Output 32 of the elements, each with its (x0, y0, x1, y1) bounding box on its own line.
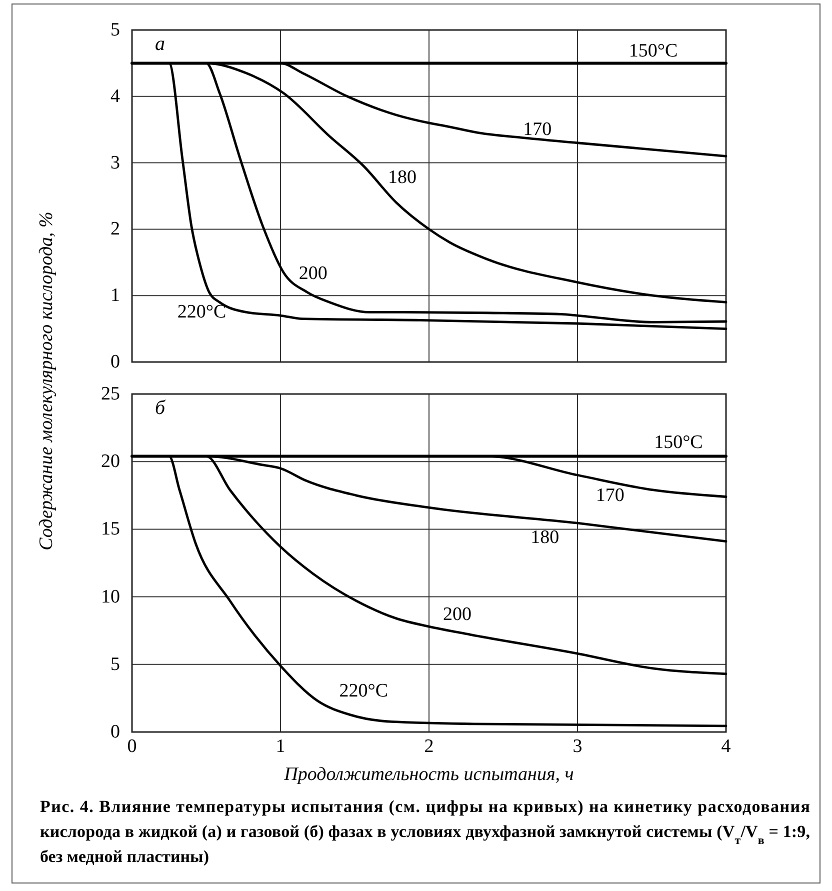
annotation: а (155, 33, 165, 55)
annotation: б (154, 397, 166, 419)
series-label: 200 (442, 604, 472, 625)
y-tick-label: 5 (110, 654, 120, 675)
y-tick-label: 1 (110, 285, 120, 306)
series-label: 150°C (654, 432, 703, 454)
y-tick-label: 4 (110, 86, 120, 107)
x-tick-label: 3 (572, 736, 582, 757)
y-tick-label: 5 (110, 20, 120, 40)
series-label: 180 (530, 526, 560, 548)
y-tick-label: 3 (110, 152, 120, 174)
x-tick-label: 1 (276, 736, 286, 757)
y-tick-label: 0 (110, 352, 120, 372)
y-tick-label: 10 (101, 586, 120, 608)
y-tick-label: 2 (110, 218, 120, 240)
series-label: 220°C (177, 302, 226, 323)
x-axis-title: Продолжительность испытания, ч (283, 764, 574, 785)
series-label: 170 (523, 119, 552, 140)
y-tick-label: 25 (101, 384, 120, 404)
series-label: 200 (298, 263, 328, 284)
y-axis-title: Содержание молекулярного кислорода, % (36, 212, 57, 550)
x-tick-label: 4 (721, 736, 732, 757)
y-tick-label: 0 (110, 722, 120, 742)
x-tick-label: 2 (424, 736, 434, 757)
x-tick-label: 0 (127, 736, 137, 757)
series-label: 220°C (339, 680, 388, 702)
text: Рис. 4. Влияние температуры испытания (см. цифры на кривых) на кинетику расходования кислорода в жидкой (а) и газовой (б) фазах в условиях двухфазной замкнутой системы (V$_{т}$/V$_{в}$ = 1:9, без медной пластины) (40, 797, 810, 866)
y-tick-label: 15 (101, 518, 120, 540)
y-tick-label: 20 (101, 451, 120, 472)
series-label: 150°C (628, 40, 678, 62)
series-label: 180 (388, 166, 417, 188)
series-label: 170 (596, 484, 624, 506)
